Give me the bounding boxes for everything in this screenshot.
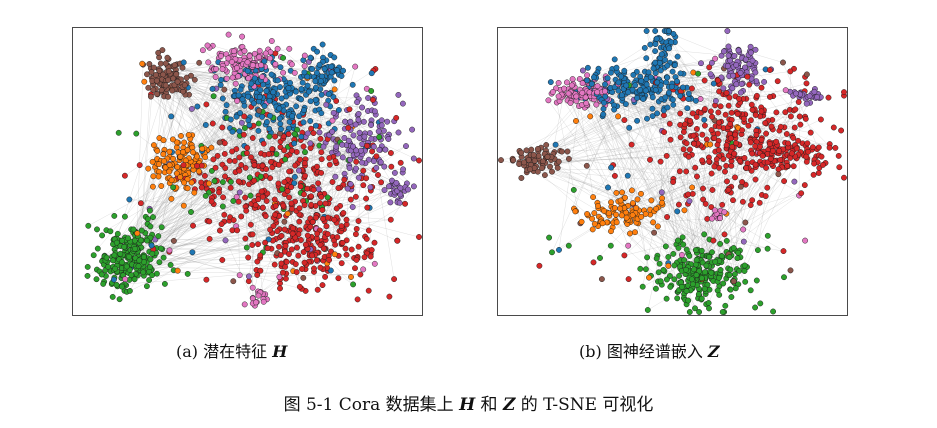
- symbol-z: Z: [707, 342, 720, 361]
- graph-nodes: [84, 31, 422, 309]
- tsne-plot-spectral-embedding: [497, 27, 848, 316]
- graph-nodes: [498, 28, 847, 315]
- subfigure-caption-b: (b) 图神经谱嵌入 Z: [579, 338, 720, 362]
- tsne-scatter-b: [498, 28, 847, 315]
- figure-caption: 图 5-1 Cora 数据集上 H 和 Z 的 T-SNE 可视化: [0, 390, 937, 415]
- caption-part-1: 图 5-1 Cora 数据集上: [283, 395, 460, 415]
- caption-part-3: 的 T-SNE 可视化: [515, 395, 654, 415]
- symbol-h: H: [272, 342, 288, 361]
- subcaption-b-text: (b) 图神经谱嵌入: [579, 342, 708, 361]
- subcaption-a-text: (a) 潜在特征: [176, 342, 273, 361]
- tsne-plot-latent-features: [72, 27, 423, 316]
- subfigure-caption-a: (a) 潜在特征 H: [176, 338, 287, 362]
- tsne-scatter-a: [84, 31, 422, 309]
- caption-symbol-z: Z: [502, 395, 516, 415]
- caption-symbol-h: H: [459, 395, 476, 415]
- caption-part-2: 和: [475, 395, 503, 415]
